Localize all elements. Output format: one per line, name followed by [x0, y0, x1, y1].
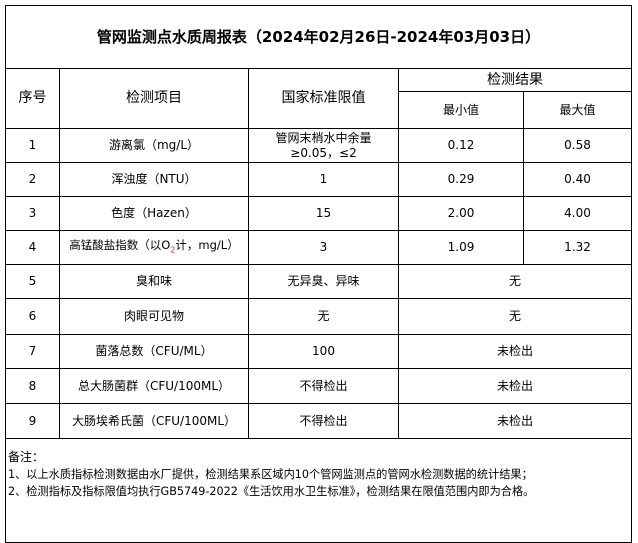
table-row: 7 菌落总数（CFU/ML） 100 未检出 — [5, 334, 633, 369]
report-title: 管网监测点水质周报表（2024年02月26日-2024年03月03日） — [4, 5, 633, 69]
row-no: 8 — [5, 368, 60, 404]
row-min: 0.12 — [398, 128, 524, 163]
notes-label: 备注： — [8, 450, 45, 464]
row-item: 肉眼可见物 — [59, 298, 249, 335]
notes-line: 1、以上水质指标检测数据由水厂提供，检测结果系区域内10个管网监测点的管网水检测… — [8, 468, 533, 481]
row-max: 0.58 — [522, 128, 633, 163]
row-no: 4 — [5, 230, 60, 265]
row-item: 游离氯（mg/L） — [59, 128, 249, 163]
item-text: 计，mg/L） — [175, 237, 239, 252]
row-no: 1 — [5, 128, 60, 163]
row-no: 6 — [5, 298, 60, 335]
row-no: 9 — [5, 403, 60, 439]
row-max: 4.00 — [522, 196, 633, 231]
row-no: 2 — [5, 162, 60, 197]
row-standard: 不得检出 — [248, 403, 399, 439]
table-row: 8 总大肠菌群（CFU/100ML） 不得检出 未检出 — [5, 368, 633, 404]
row-result: 未检出 — [397, 403, 633, 439]
item-text: 高锰酸盐指数（以O — [69, 237, 171, 252]
row-item: 菌落总数（CFU/ML） — [59, 334, 249, 369]
header-no: 序号 — [5, 68, 60, 129]
row-standard: 15 — [248, 196, 399, 231]
row-standard: 不得检出 — [248, 368, 399, 404]
header-item: 检测项目 — [59, 68, 249, 129]
row-item: 臭和味 — [59, 264, 249, 299]
row-standard: 1 — [248, 162, 399, 197]
row-no: 7 — [5, 334, 60, 369]
item-subscript: 2 — [170, 245, 176, 255]
row-item: 浑浊度（NTU） — [59, 162, 249, 197]
table-row: 5 臭和味 无异臭、异味 无 — [5, 264, 633, 299]
header-standard: 国家标准限值 — [248, 68, 399, 129]
row-standard: 无 — [248, 298, 399, 335]
row-standard: 100 — [248, 334, 399, 369]
table-row: 1 游离氯（mg/L） 管网末梢水中余量≥0.05，≤2 0.12 0.58 — [5, 128, 633, 163]
water-quality-report-table: 管网监测点水质周报表（2024年02月26日-2024年03月03日） 序号 检… — [4, 5, 633, 543]
notes: 备注： 1、以上水质指标检测数据由水厂提供，检测结果系区域内10个管网监测点的管… — [4, 438, 633, 543]
header-min: 最小值 — [398, 91, 524, 129]
row-item: 色度（Hazen） — [59, 196, 249, 231]
row-item: 大肠埃希氏菌（CFU/100ML） — [59, 403, 249, 439]
row-standard: 管网末梢水中余量≥0.05，≤2 — [248, 128, 399, 163]
table-row: 2 浑浊度（NTU） 1 0.29 0.40 — [5, 162, 633, 197]
header-result: 检测结果 — [397, 68, 633, 92]
row-min: 2.00 — [398, 196, 524, 231]
row-item: 高锰酸盐指数（以O2计，mg/L） — [59, 230, 249, 265]
table-row: 4 高锰酸盐指数（以O2计，mg/L） 3 1.09 1.32 — [5, 230, 633, 265]
row-min: 1.09 — [398, 230, 524, 265]
row-result: 无 — [397, 264, 633, 299]
table-row: 9 大肠埃希氏菌（CFU/100ML） 不得检出 未检出 — [5, 403, 633, 439]
row-no: 3 — [5, 196, 60, 231]
row-result: 未检出 — [397, 368, 633, 404]
table-row: 6 肉眼可见物 无 无 — [5, 298, 633, 335]
row-no: 5 — [5, 264, 60, 299]
row-standard: 无异臭、异味 — [248, 264, 399, 299]
row-standard: 3 — [248, 230, 399, 265]
row-result: 未检出 — [397, 334, 633, 369]
header-max: 最大值 — [522, 91, 633, 129]
row-result: 无 — [397, 298, 633, 335]
row-max: 1.32 — [522, 230, 633, 265]
row-item: 总大肠菌群（CFU/100ML） — [59, 368, 249, 404]
notes-line: 2、检测指标及指标限值均执行GB5749-2022《生活饮用水卫生标准》，检测结… — [8, 485, 535, 498]
row-min: 0.29 — [398, 162, 524, 197]
table-row: 3 色度（Hazen） 15 2.00 4.00 — [5, 196, 633, 231]
row-max: 0.40 — [522, 162, 633, 197]
